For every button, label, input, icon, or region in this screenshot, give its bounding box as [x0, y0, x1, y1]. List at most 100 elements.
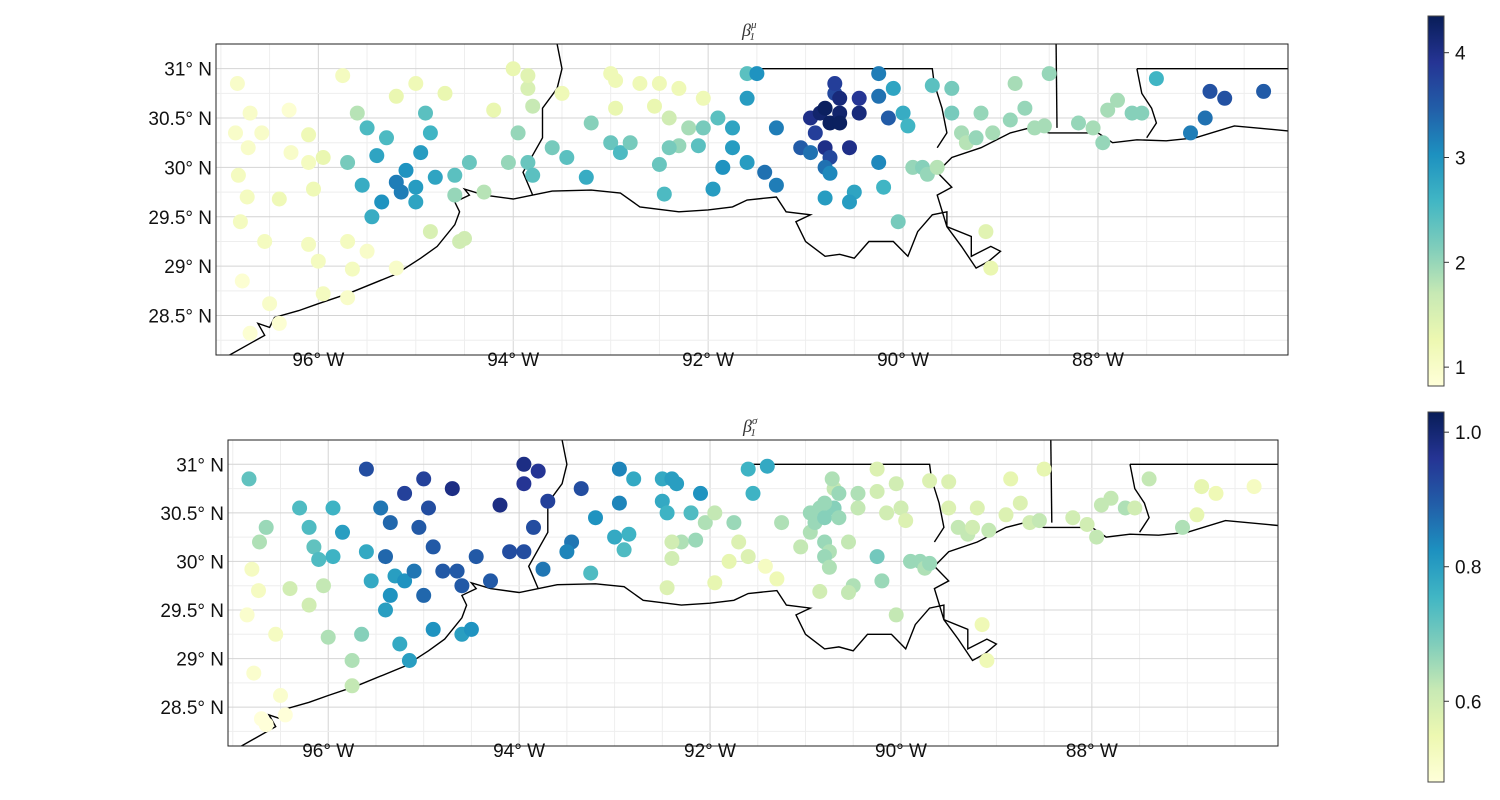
- station-marker: [725, 140, 740, 156]
- station-marker: [520, 68, 536, 84]
- station-marker: [831, 510, 847, 526]
- colorbar-gradient: [1427, 411, 1445, 783]
- colorbar-tick-label: 1.0: [1455, 423, 1481, 444]
- coastline-and-borders: [228, 44, 1288, 355]
- station-marker: [301, 519, 317, 535]
- station-marker: [690, 138, 706, 154]
- station-marker: [632, 76, 648, 91]
- station-marker: [869, 549, 885, 565]
- station-marker: [979, 653, 995, 668]
- state-border: [1129, 464, 1150, 533]
- station-marker: [516, 456, 532, 472]
- station-marker: [842, 140, 857, 156]
- station-marker: [292, 500, 308, 516]
- station-marker: [435, 563, 451, 579]
- station-marker: [416, 471, 432, 487]
- station-marker: [1003, 471, 1019, 487]
- station-marker: [1012, 495, 1028, 511]
- station-marker: [664, 551, 680, 566]
- station-marker: [421, 500, 436, 516]
- station-marker: [242, 325, 258, 341]
- graticule: [216, 43, 1288, 355]
- map-frame: [215, 43, 1289, 356]
- station-marker: [817, 495, 833, 511]
- station-marker: [656, 186, 672, 202]
- station-marker: [354, 626, 370, 642]
- station-marker: [1189, 507, 1205, 523]
- station-marker: [454, 578, 470, 594]
- state-border: [1136, 68, 1158, 139]
- station-marker: [382, 587, 398, 603]
- station-marker: [242, 105, 258, 121]
- x-tick-label: 94° W: [493, 741, 545, 762]
- station-marker: [359, 243, 375, 259]
- station-marker: [664, 534, 680, 550]
- station-marker: [807, 125, 823, 141]
- station-marker: [695, 120, 711, 136]
- station-marker: [583, 115, 599, 131]
- station-marker: [461, 155, 477, 170]
- station-marker: [941, 500, 957, 516]
- y-tick-label: 31° N: [164, 60, 212, 81]
- station-marker: [239, 189, 255, 205]
- station-marker: [890, 214, 906, 230]
- station-marker: [803, 145, 818, 161]
- station-marker: [281, 102, 297, 118]
- station-marker: [373, 500, 389, 516]
- colorbar-sigma: 1.0 0.8 0.6: [1427, 411, 1481, 783]
- station-marker: [406, 563, 422, 579]
- station-marker: [1110, 92, 1125, 108]
- station-marker: [1197, 110, 1213, 126]
- station-marker: [616, 542, 632, 558]
- station-marker: [392, 636, 408, 652]
- station-marker: [463, 621, 479, 637]
- station-marker: [228, 125, 243, 141]
- station-marker: [851, 90, 867, 106]
- station-marker: [554, 85, 570, 101]
- station-markers: [228, 61, 1272, 341]
- y-axis-ticks: 31° N 30.5° N 30° N 29.5° N 29° N 28.5° N: [160, 455, 224, 719]
- station-marker: [306, 181, 321, 197]
- station-marker: [573, 481, 589, 497]
- station-marker: [922, 555, 938, 571]
- station-marker: [998, 507, 1014, 523]
- station-marker: [850, 500, 866, 516]
- station-marker: [316, 578, 331, 594]
- station-marker: [869, 461, 885, 477]
- station-marker: [301, 236, 317, 252]
- state-border: [1055, 44, 1058, 128]
- station-marker: [340, 155, 356, 170]
- station-marker: [1065, 510, 1081, 526]
- station-marker: [315, 150, 331, 165]
- station-marker: [768, 177, 784, 193]
- station-marker: [1017, 100, 1033, 116]
- y-tick-label: 28.5° N: [148, 307, 212, 328]
- station-marker: [611, 461, 627, 477]
- station-marker: [447, 187, 463, 203]
- colorbar-ticks: 4 3 2 1: [1444, 44, 1466, 379]
- station-marker: [893, 500, 909, 516]
- station-marker: [271, 315, 287, 331]
- station-marker: [659, 505, 675, 521]
- station-marker: [707, 575, 723, 591]
- station-marker: [1141, 471, 1157, 487]
- station-marker: [740, 461, 756, 477]
- station-marker: [739, 90, 755, 106]
- station-marker: [871, 66, 887, 82]
- station-marker: [1208, 485, 1224, 501]
- station-marker: [1100, 102, 1116, 118]
- station-marker: [898, 513, 914, 529]
- x-tick-label: 92° W: [682, 350, 734, 371]
- station-marker: [301, 597, 317, 613]
- station-marker: [502, 544, 518, 560]
- station-marker: [422, 224, 438, 240]
- station-marker: [516, 476, 532, 492]
- colorbar-tick-label: 2: [1455, 253, 1466, 274]
- station-marker: [230, 167, 246, 183]
- station-marker: [516, 544, 532, 560]
- station-marker: [683, 505, 699, 521]
- station-marker: [273, 688, 288, 703]
- station-marker: [382, 515, 398, 531]
- station-marker: [612, 145, 628, 161]
- y-tick-label: 29.5° N: [148, 208, 212, 229]
